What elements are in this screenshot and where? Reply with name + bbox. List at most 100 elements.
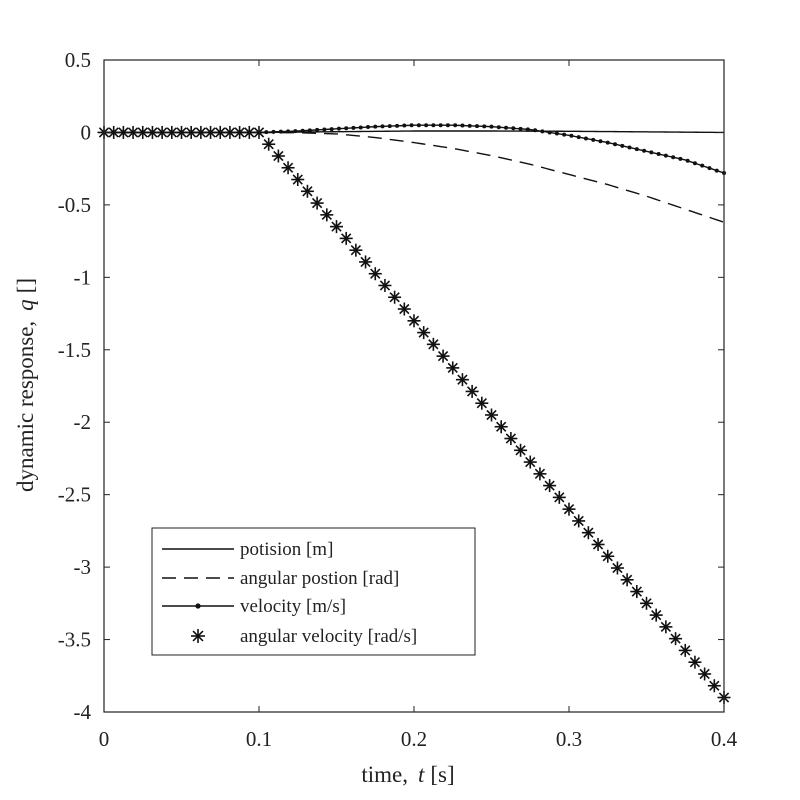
angular-velocity-marker — [688, 655, 702, 669]
velocity-marker — [315, 127, 320, 132]
velocity-marker — [373, 124, 378, 129]
angular-velocity-marker — [320, 208, 334, 222]
plot-lines — [97, 123, 731, 705]
angular-velocity-marker — [455, 373, 469, 387]
velocity-marker — [482, 124, 487, 129]
legend-swatch-marker — [195, 603, 201, 609]
y-tick-label: -3 — [74, 555, 92, 579]
velocity-marker — [583, 136, 588, 141]
velocity-marker — [613, 142, 618, 147]
angular-velocity-marker — [359, 255, 373, 269]
angular-velocity-marker — [271, 149, 285, 163]
velocity-marker — [562, 132, 567, 137]
angular-velocity-marker — [426, 337, 440, 351]
velocity-marker — [547, 130, 552, 135]
velocity-marker — [453, 123, 458, 128]
velocity-marker — [438, 123, 443, 128]
velocity-marker — [591, 137, 596, 142]
velocity-marker — [714, 168, 719, 173]
ticks — [103, 59, 725, 713]
velocity-marker — [474, 124, 479, 129]
x-tick-label: 0.1 — [246, 727, 272, 751]
angular-velocity-marker — [581, 526, 595, 540]
velocity-marker — [322, 127, 327, 132]
angular-velocity-marker — [465, 384, 479, 398]
angular-velocity-marker — [698, 667, 712, 681]
velocity-marker — [656, 151, 661, 156]
y-tick-label: -1.5 — [58, 338, 91, 362]
legend-label: angular velocity [rad/s] — [240, 626, 417, 647]
tick-labels: 0 0.1 0.2 0.3 0.4 0.5 0 -0.5 -1 -1.5 -2 -2.5 -3 -3.5 -… — [58, 48, 738, 751]
velocity-marker — [554, 131, 559, 136]
legend-label: velocity [m/s] — [240, 596, 346, 617]
velocity-marker — [685, 158, 690, 163]
angular-velocity-marker — [504, 432, 518, 446]
velocity-marker — [569, 133, 574, 138]
angular-velocity-marker — [407, 314, 421, 328]
angular-velocity-marker — [630, 585, 644, 599]
velocity-marker — [300, 128, 305, 133]
velocity-marker — [634, 147, 639, 152]
x-axis-title: time, t [s] — [361, 762, 454, 787]
angular-velocity-marker — [601, 549, 615, 563]
angular-velocity-marker — [330, 220, 343, 234]
velocity-marker — [642, 148, 647, 153]
angular-velocity-marker — [397, 302, 411, 316]
angular-velocity-marker — [475, 396, 489, 410]
angular-velocity-marker — [184, 125, 198, 139]
legend-item: potision [m] — [162, 539, 333, 560]
velocity-marker — [504, 125, 509, 130]
angular-velocity-marker — [223, 125, 237, 139]
x-tick-label: 0.4 — [711, 727, 738, 751]
angular-velocity-marker — [678, 643, 692, 657]
angular-velocity-marker — [446, 361, 460, 375]
velocity-marker — [460, 123, 465, 128]
velocity-marker — [431, 123, 436, 128]
y-tick-label: -1 — [74, 265, 92, 289]
y-tick-label: -2.5 — [58, 483, 91, 507]
angular-velocity-marker — [591, 537, 605, 551]
velocity-marker — [344, 126, 349, 131]
x-tick-label: 0 — [99, 727, 110, 751]
angular-velocity-marker — [533, 467, 547, 481]
angular-velocity-marker — [436, 349, 450, 363]
velocity-marker — [525, 127, 530, 132]
velocity-marker — [511, 126, 516, 131]
angular-velocity-marker — [388, 290, 402, 304]
angular-velocity-marker — [252, 125, 266, 139]
velocity-marker — [663, 153, 668, 158]
angular-velocity-marker — [562, 502, 576, 516]
angular-velocity-marker — [610, 561, 624, 575]
velocity-marker — [489, 124, 494, 129]
velocity-marker — [518, 126, 523, 131]
velocity-marker — [395, 123, 400, 128]
velocity-marker — [467, 123, 472, 128]
angular-velocity-marker — [640, 596, 653, 610]
velocity-marker — [409, 123, 414, 128]
velocity-marker — [707, 166, 712, 171]
angular-velocity-marker — [543, 479, 557, 493]
angular-velocity-marker — [707, 679, 721, 693]
legend-label: potision [m] — [240, 539, 333, 560]
velocity-marker — [533, 128, 538, 133]
velocity-marker — [271, 129, 276, 134]
angular-velocity-marker — [649, 608, 663, 622]
velocity-marker — [380, 124, 385, 129]
velocity-marker — [671, 155, 676, 160]
velocity-marker — [365, 125, 370, 130]
velocity-marker — [576, 135, 581, 140]
velocity-marker — [307, 128, 312, 133]
angular-velocity-marker — [620, 573, 634, 587]
legend-swatch-star — [191, 629, 205, 643]
angular-velocity-marker — [378, 278, 392, 292]
y-axis-title: dynamic response,q[] — [13, 278, 38, 492]
series-angular-velocity — [97, 125, 731, 705]
angular-velocity-marker — [300, 184, 314, 198]
series-velocity-line — [104, 123, 726, 176]
velocity-marker — [358, 125, 363, 130]
y-tick-label: -4 — [74, 700, 92, 724]
angular-velocity-marker — [552, 490, 566, 504]
angular-velocity-marker — [485, 408, 498, 422]
y-tick-label: -3.5 — [58, 628, 91, 652]
velocity-marker — [351, 125, 356, 130]
